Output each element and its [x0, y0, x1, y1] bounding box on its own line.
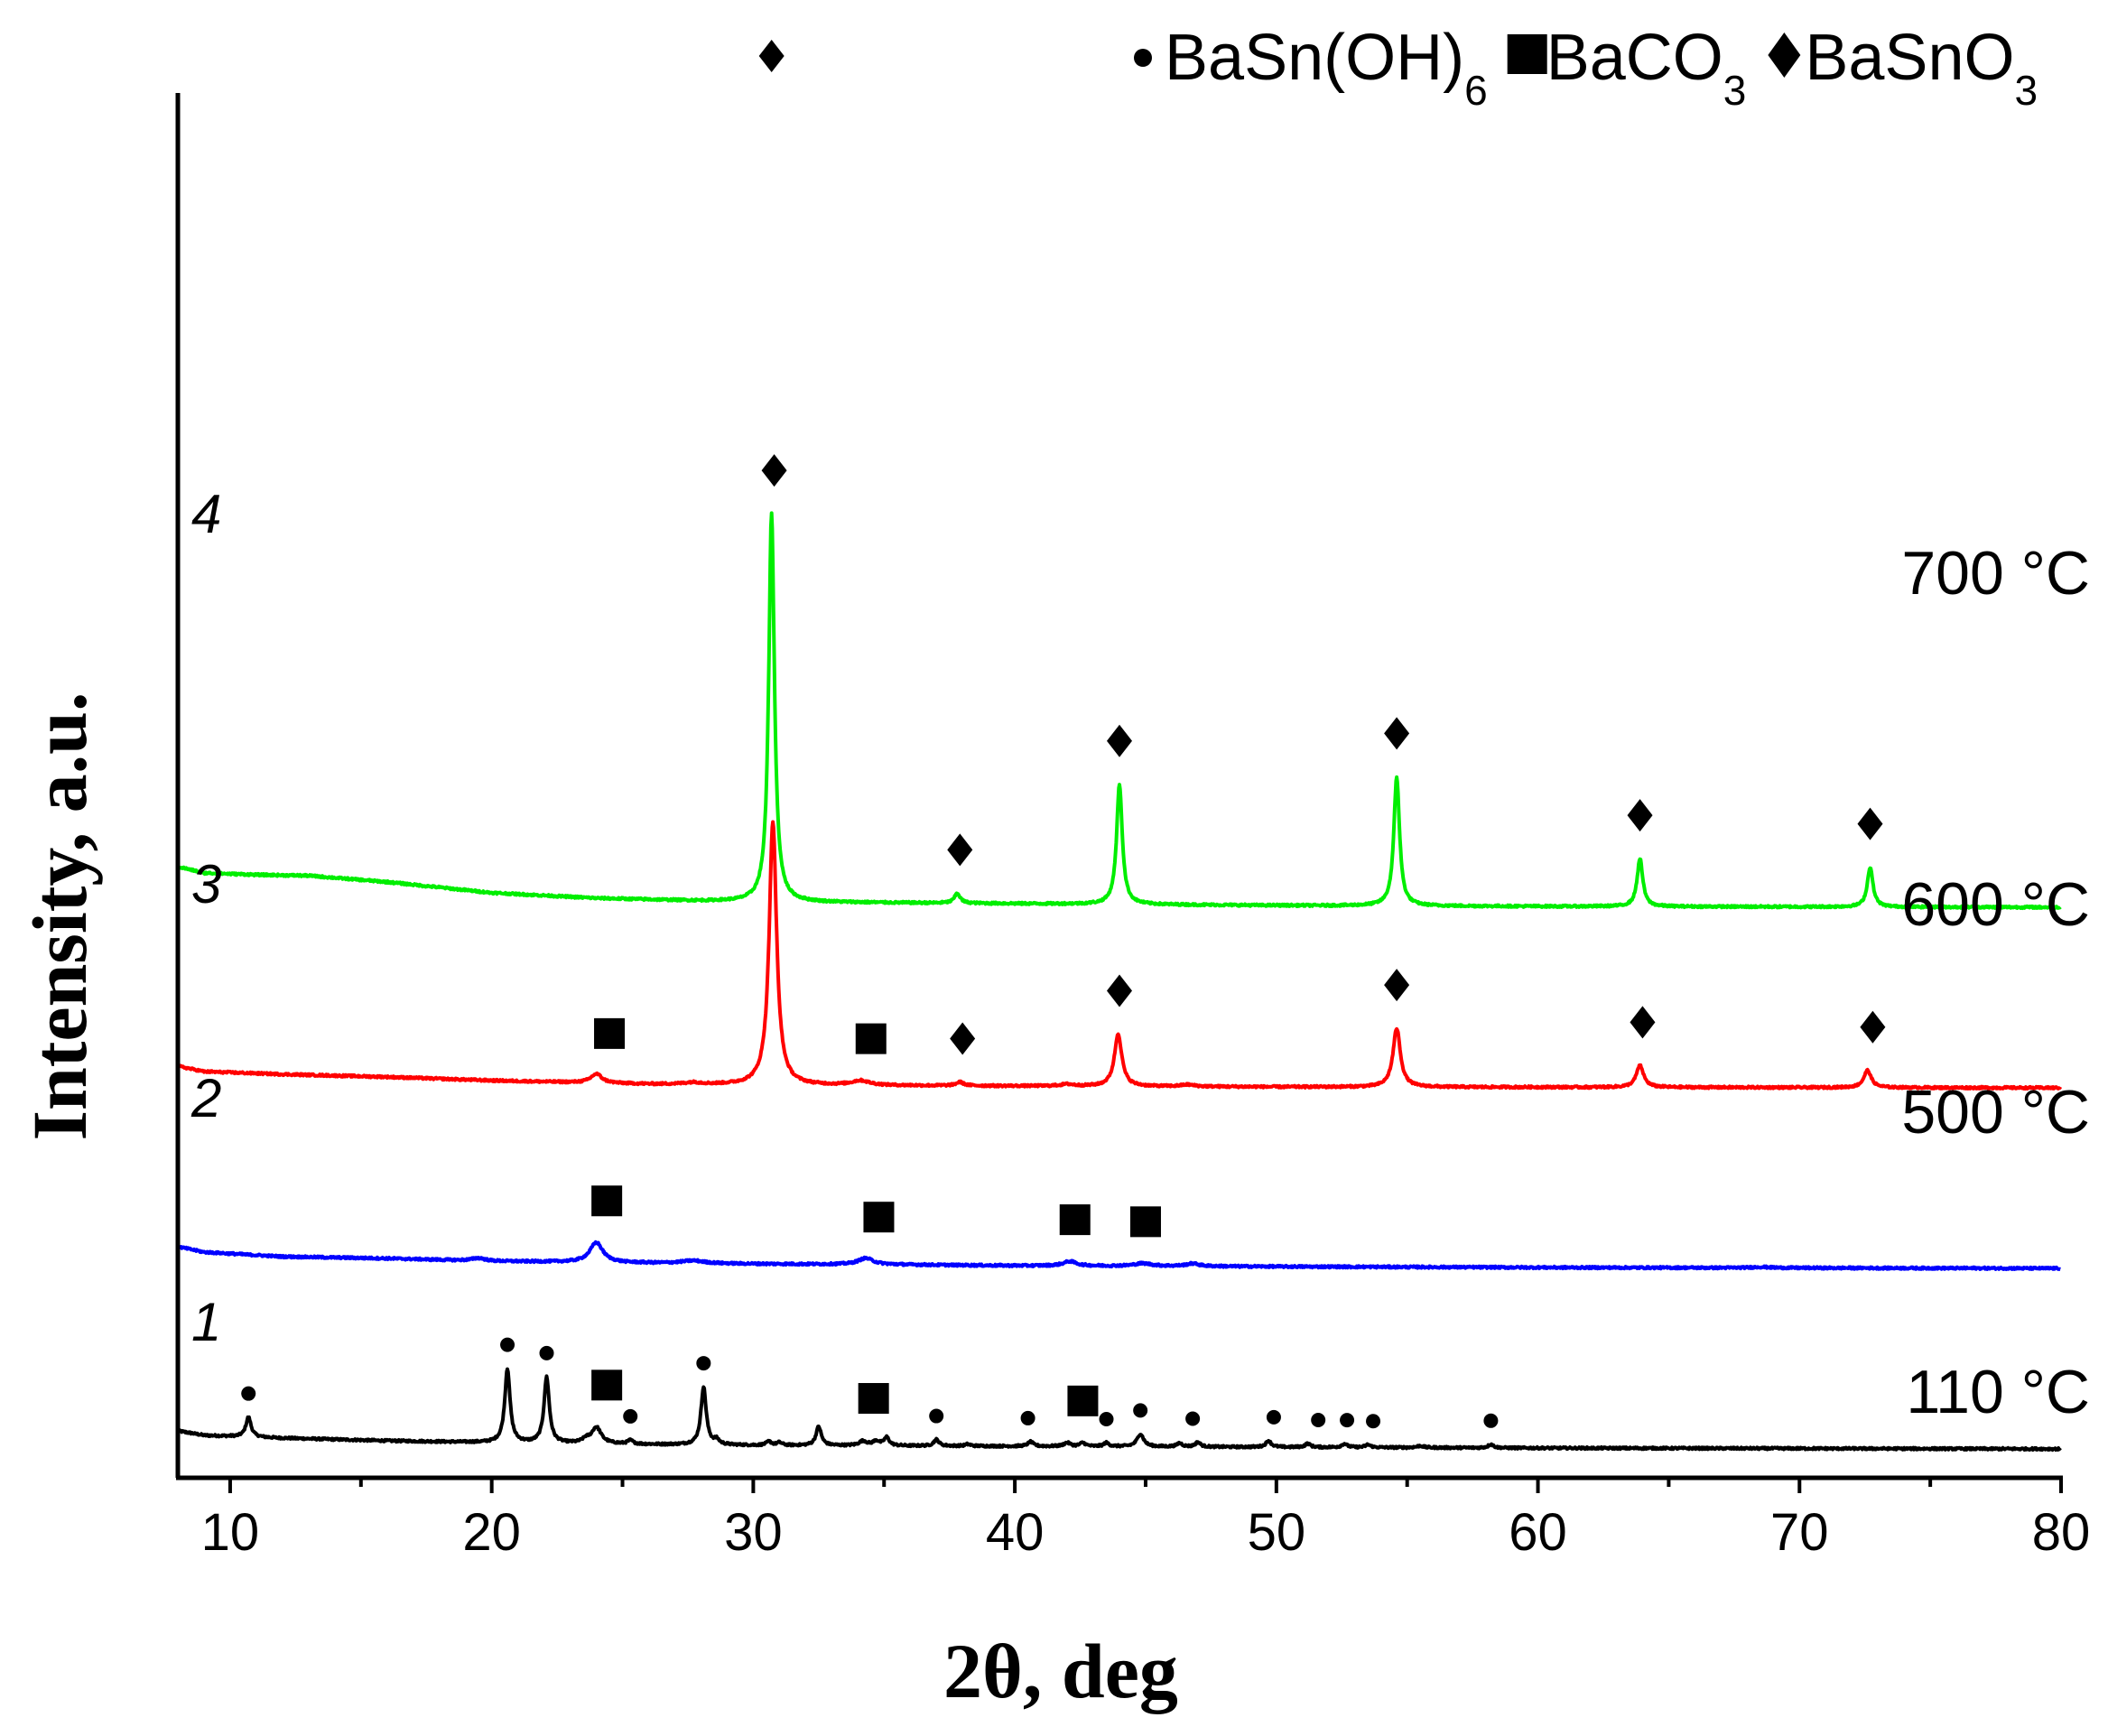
circle-marker [1483, 1413, 1499, 1428]
x-tick-label: 80 [2032, 1503, 2091, 1562]
axes: 10 20 30 40 50 60 70 80 [175, 93, 2091, 1562]
legend-circle-marker [1134, 49, 1152, 67]
circle-marker [1340, 1413, 1355, 1428]
legend-entry-label: BaSn(OH)6 [1165, 22, 1488, 114]
square-marker [594, 1017, 626, 1049]
diamond-marker [1107, 974, 1132, 1007]
circle-marker [1099, 1412, 1114, 1427]
circle-marker [929, 1408, 944, 1424]
temperature-label: 110 °C [1906, 1358, 2090, 1426]
circle-marker [1366, 1414, 1381, 1429]
x-tick-label: 60 [1509, 1503, 1567, 1562]
square-marker [855, 1023, 887, 1054]
diamond-marker [947, 833, 973, 867]
y-axis-title: Intensity, a.u. [16, 692, 103, 1140]
x-axis-title: 2θ, deg [943, 1628, 1178, 1714]
diamond-marker [1860, 1010, 1886, 1044]
square-marker [591, 1369, 623, 1401]
xrd-trace-2 [176, 1239, 2062, 1271]
square-marker [591, 1185, 623, 1217]
trace-layer [176, 511, 2063, 1453]
xrd-trace-3 [176, 820, 2063, 1091]
diamond-marker [950, 1022, 976, 1055]
legend: BaSn(OH)6 BaCO3 BaSnO3 [1134, 22, 2038, 114]
curve-number-label: 2 [190, 1068, 221, 1128]
circle-marker [539, 1345, 554, 1360]
xrd-trace-4 [176, 511, 2062, 910]
square-marker [858, 1383, 889, 1415]
square-marker [1059, 1204, 1091, 1236]
x-tick-label: 40 [986, 1503, 1045, 1562]
curve-number-label: 4 [191, 484, 221, 544]
x-tick-label: 30 [724, 1503, 783, 1562]
circle-marker [500, 1337, 515, 1352]
temperature-label: 500 °C [1901, 1078, 2090, 1147]
diamond-marker [761, 454, 787, 487]
legend-entry-label: BaCO3 [1546, 22, 1747, 114]
diamond-marker [1857, 807, 1883, 840]
diamond-marker [1107, 724, 1132, 757]
xrd-trace-1 [176, 1367, 2062, 1453]
circle-marker [1266, 1409, 1281, 1425]
circle-marker [1185, 1411, 1201, 1426]
diamond-marker [758, 40, 785, 72]
x-tick-label: 50 [1248, 1503, 1306, 1562]
legend-diamond-marker [1768, 32, 1801, 78]
circle-marker [623, 1408, 638, 1424]
circle-marker [696, 1356, 711, 1371]
phase-marker-layer [241, 40, 1886, 1429]
square-marker [863, 1202, 895, 1233]
diamond-marker [1630, 1006, 1656, 1039]
diamond-marker [1627, 799, 1653, 832]
x-tick-label: 70 [1770, 1503, 1829, 1562]
circle-marker [241, 1386, 256, 1401]
curve-number-label: 1 [191, 1292, 221, 1352]
curve-label-layer: 1 110 °C 2 500 °C 3 600 °C 4 700 °C [190, 484, 2090, 1426]
square-marker [1129, 1206, 1161, 1238]
square-marker [1067, 1385, 1099, 1416]
legend-entry-label: BaSnO3 [1805, 22, 2038, 114]
legend-square-marker [1507, 34, 1547, 74]
curve-number-label: 3 [191, 854, 221, 914]
x-tick-label: 10 [201, 1503, 260, 1562]
circle-marker [1020, 1410, 1035, 1425]
temperature-label: 700 °C [1901, 539, 2090, 608]
circle-marker [1133, 1403, 1148, 1418]
diamond-marker [1384, 717, 1410, 750]
circle-marker [1311, 1413, 1326, 1428]
x-tick-label: 20 [462, 1503, 521, 1562]
temperature-label: 600 °C [1901, 870, 2090, 939]
diamond-marker [1384, 969, 1410, 1002]
